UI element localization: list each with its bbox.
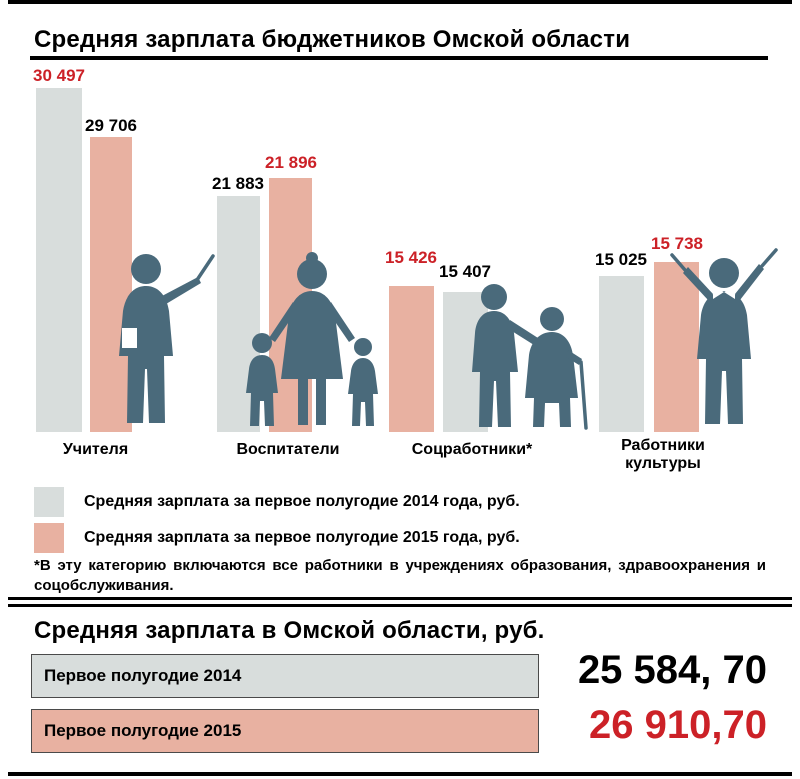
summary-row-2015: Первое полугодие 2015 [31, 709, 539, 753]
summary-label-2015: Первое полугодие 2015 [44, 721, 242, 740]
value-label-teachers-2015: 29 706 [85, 116, 137, 135]
title-underline [30, 56, 768, 60]
summary-title: Средняя зарплата в Омской области, руб. [34, 617, 545, 644]
bar-teachers-2014 [36, 88, 82, 432]
section-divider-line-2 [8, 604, 792, 607]
value-label-educators-2015: 21 896 [265, 153, 317, 172]
section-divider-line-1 [8, 597, 792, 600]
value-label-socworkers-2015: 15 426 [385, 248, 437, 267]
bottom-border-line [8, 772, 792, 776]
bar-culture-2014 [599, 276, 644, 432]
legend-label-2014: Средняя зарплата за первое полугодие 201… [84, 493, 520, 510]
summary-value-2015: 26 910,70 [589, 703, 767, 747]
bar-socworkers-2015 [389, 286, 434, 432]
summary-row-2014: Первое полугодие 2014 [31, 654, 539, 698]
value-label-teachers-2014: 30 497 [33, 66, 85, 85]
category-label-socworkers: Соцработники* [411, 441, 533, 458]
summary-label-2014: Первое полугодие 2014 [44, 666, 242, 685]
legend-swatch-2015 [34, 523, 64, 553]
category-label-teachers: Учителя [62, 441, 129, 458]
value-label-culture-2014: 15 025 [595, 250, 647, 269]
category-label-educators: Воспитатели [236, 441, 340, 458]
value-label-educators-2014: 21 883 [212, 174, 264, 193]
educator-with-children-silhouette-icon [246, 252, 378, 426]
legend-label-2015: Средняя зарплата за первое полугодие 201… [84, 529, 520, 546]
culture-worker-conductor-silhouette-icon [670, 248, 778, 424]
bar-teachers-2015 [90, 137, 132, 432]
social-worker-with-elderly-silhouette-icon [472, 284, 588, 430]
footnote: *В эту категорию включаются все работник… [34, 557, 766, 594]
bar-culture-2015 [654, 262, 699, 432]
value-label-socworkers-2014: 15 407 [439, 262, 491, 281]
legend-swatch-2014 [34, 487, 64, 517]
summary-value-2014: 25 584, 70 [577, 648, 767, 692]
teacher-silhouette-icon [119, 254, 215, 423]
top-border-line [8, 0, 792, 4]
value-label-culture-2015: 15 738 [651, 234, 703, 253]
category-label-culture: Работники культуры [621, 437, 705, 473]
page-title: Средняя зарплата бюджетников Омской обла… [34, 26, 631, 53]
